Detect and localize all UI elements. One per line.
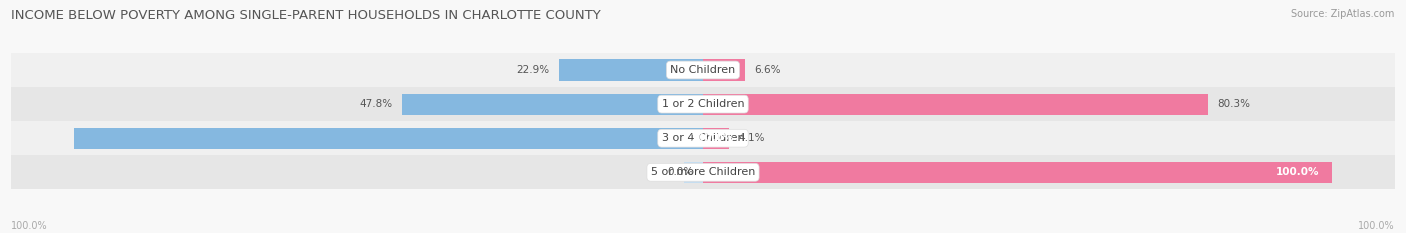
Text: 80.3%: 80.3% xyxy=(1218,99,1250,109)
Bar xyxy=(75,128,703,149)
Text: No Children: No Children xyxy=(671,65,735,75)
Bar xyxy=(11,155,1395,189)
Text: 1 or 2 Children: 1 or 2 Children xyxy=(662,99,744,109)
Text: 100.0%: 100.0% xyxy=(1358,221,1395,231)
Text: 3 or 4 Children: 3 or 4 Children xyxy=(662,133,744,143)
Text: 5 or more Children: 5 or more Children xyxy=(651,167,755,177)
Text: 22.9%: 22.9% xyxy=(516,65,550,75)
Text: 100.0%: 100.0% xyxy=(11,221,48,231)
Bar xyxy=(703,93,1208,115)
Text: 6.6%: 6.6% xyxy=(754,65,780,75)
Text: 100.0%: 100.0% xyxy=(690,133,734,143)
Bar xyxy=(402,93,703,115)
Bar xyxy=(11,53,1395,87)
Text: 0.0%: 0.0% xyxy=(668,167,693,177)
Bar xyxy=(560,59,703,81)
Bar xyxy=(685,162,703,183)
Bar xyxy=(703,128,728,149)
Text: 47.8%: 47.8% xyxy=(360,99,392,109)
Bar xyxy=(11,121,1395,155)
Text: 4.1%: 4.1% xyxy=(738,133,765,143)
Text: Source: ZipAtlas.com: Source: ZipAtlas.com xyxy=(1291,9,1395,19)
Text: INCOME BELOW POVERTY AMONG SINGLE-PARENT HOUSEHOLDS IN CHARLOTTE COUNTY: INCOME BELOW POVERTY AMONG SINGLE-PARENT… xyxy=(11,9,600,22)
Text: 100.0%: 100.0% xyxy=(1275,167,1319,177)
Bar xyxy=(11,87,1395,121)
Bar xyxy=(703,59,745,81)
Bar xyxy=(703,162,1331,183)
